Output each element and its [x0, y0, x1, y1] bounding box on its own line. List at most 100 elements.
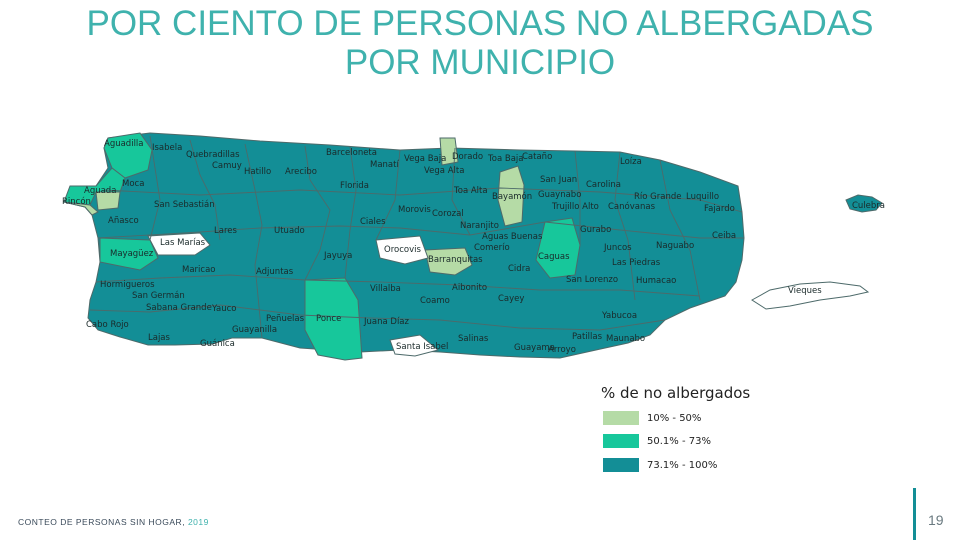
label-las-piedras: Las Piedras — [612, 258, 661, 268]
label-barceloneta: Barceloneta — [326, 148, 377, 158]
legend-label-high: 73.1% - 100% — [647, 459, 718, 471]
legend-item-low: 10% - 50% — [603, 409, 701, 427]
label-toa-alta: Toa Alta — [453, 186, 488, 196]
label-arroyo: Arroyo — [548, 345, 576, 355]
legend-swatch-high — [603, 458, 639, 472]
culebra-island — [845, 194, 883, 213]
label-juncos: Juncos — [603, 243, 632, 253]
label-moca: Moca — [122, 179, 144, 189]
label-naguabo: Naguabo — [656, 241, 694, 251]
footer-divider — [913, 488, 916, 540]
label-san-juan: San Juan — [540, 175, 577, 185]
label-penuelas: Peñuelas — [266, 314, 305, 324]
label-ciales: Ciales — [360, 217, 386, 227]
page-number: 19 — [928, 512, 944, 528]
label-san-lorenzo: San Lorenzo — [566, 275, 618, 285]
label-florida: Florida — [340, 181, 369, 191]
legend-label-mid: 50.1% - 73% — [647, 435, 711, 447]
municipal-borders — [89, 135, 744, 339]
label-caguas: Caguas — [538, 252, 570, 262]
label-anasco: Añasco — [108, 216, 139, 226]
legend-title: % de no albergados — [601, 384, 751, 402]
label-vega-baja: Vega Baja — [404, 154, 446, 164]
label-guanica: Guánica — [200, 339, 235, 349]
label-aibonito: Aibonito — [452, 283, 487, 293]
label-guayanilla: Guayanilla — [232, 325, 277, 335]
label-jayuya: Jayuya — [323, 251, 352, 261]
label-comerio: Comerío — [474, 243, 510, 253]
region-bayamon — [497, 165, 525, 227]
footer-text: CONTEO DE PERSONAS SIN HOGAR, — [18, 517, 186, 527]
label-mayaguez: Mayagüez — [110, 249, 154, 259]
label-hatillo: Hatillo — [244, 167, 271, 177]
region-mayaguez — [99, 237, 159, 271]
label-naranjito: Naranjito — [460, 221, 499, 231]
label-barranquitas: Barranquitas — [428, 255, 483, 265]
label-villalba: Villalba — [370, 284, 401, 294]
label-cidra: Cidra — [508, 264, 530, 274]
label-maunabo: Maunabo — [606, 334, 645, 344]
label-toa-baja: Toa Baja — [487, 154, 523, 164]
label-rincon: Rincón — [62, 196, 91, 207]
region-las-marias — [147, 232, 211, 256]
slide-title: POR CIENTO DE PERSONAS NO ALBERGADAS POR… — [0, 4, 960, 82]
title-line-2: POR MUNICIPIO — [344, 43, 616, 82]
label-ceiba: Ceiba — [712, 231, 736, 241]
region-rincon-west — [95, 191, 121, 211]
legend-item-high: 73.1% - 100% — [603, 456, 717, 474]
label-aguadilla: Aguadilla — [104, 139, 144, 149]
label-isabela: Isabela — [152, 143, 182, 153]
label-cayey: Cayey — [498, 294, 524, 304]
label-adjuntas: Adjuntas — [256, 267, 294, 277]
region-isabela — [103, 132, 153, 179]
label-hormigueros: Hormigueros — [100, 280, 155, 290]
footer-year: 2019 — [187, 517, 209, 527]
vieques-island — [751, 281, 870, 310]
legend-swatch-mid — [603, 434, 639, 448]
label-vieques: Vieques — [788, 286, 822, 296]
label-canovanas: Canóvanas — [608, 201, 656, 212]
label-cabo-rojo: Cabo Rojo — [86, 320, 129, 330]
legend-swatch-low — [603, 411, 639, 425]
label-salinas: Salinas — [458, 334, 489, 344]
label-dorado: Dorado — [452, 152, 483, 162]
label-manati: Manatí — [370, 160, 399, 170]
label-culebra: Culebra — [852, 201, 885, 211]
label-corozal: Corozal — [432, 209, 464, 219]
label-bayamon: Bayamón — [492, 191, 532, 202]
label-ponce: Ponce — [316, 314, 341, 324]
legend-item-mid: 50.1% - 73% — [603, 432, 711, 450]
label-catano: Cataño — [522, 152, 552, 162]
label-aguada: Aguada — [84, 186, 116, 196]
label-morovis: Morovis — [398, 205, 431, 215]
label-maricao: Maricao — [182, 265, 215, 275]
label-lares: Lares — [214, 226, 237, 236]
label-vega-alta: Vega Alta — [424, 166, 464, 176]
label-sabana-grande: Sabana Grande — [146, 303, 212, 313]
region-dorado — [439, 137, 459, 166]
label-juana-diaz: Juana Díaz — [363, 317, 410, 327]
label-coamo: Coamo — [420, 296, 450, 306]
label-las-marias: Las Marías — [160, 238, 206, 248]
region-orocovis — [375, 235, 429, 265]
label-gurabo: Gurabo — [580, 225, 611, 235]
label-camuy: Camuy — [212, 161, 242, 171]
label-humacao: Humacao — [636, 276, 676, 286]
legend-label-low: 10% - 50% — [647, 412, 702, 424]
label-rio-grande: Río Grande — [634, 192, 681, 202]
label-carolina: Carolina — [586, 180, 621, 190]
label-santa-isabel: Santa Isabel — [396, 342, 448, 352]
label-san-german: San Germán — [132, 291, 185, 301]
label-san-sebastian: San Sebastián — [154, 200, 215, 210]
label-patillas: Patillas — [572, 332, 603, 342]
label-aguas-buenas: Aguas Buenas — [482, 232, 543, 242]
footer: CONTEO DE PERSONAS SIN HOGAR, 2019 — [18, 517, 209, 527]
title-line-1: POR CIENTO DE PERSONAS NO ALBERGADAS — [86, 4, 874, 43]
region-ponce — [304, 277, 363, 361]
label-orocovis: Orocovis — [384, 245, 421, 255]
region-rincon — [63, 201, 99, 216]
label-lajas: Lajas — [148, 333, 171, 343]
region-santa-isabel — [389, 334, 440, 357]
label-utuado: Utuado — [274, 226, 305, 236]
region-barranquitas — [424, 247, 473, 276]
